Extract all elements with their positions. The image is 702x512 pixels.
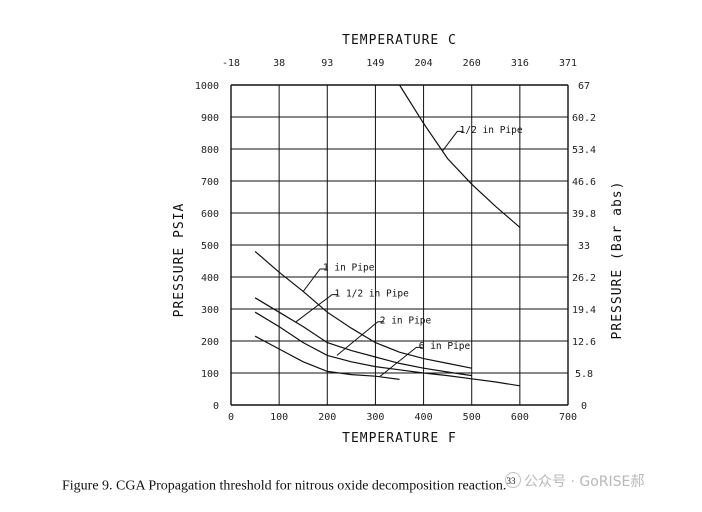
series-line-4 [254,311,520,387]
top-tick-label: 149 [366,58,384,69]
x-tick-label: 100 [270,412,288,423]
watermark: 公众号 · GoRISE郝 [505,471,644,491]
series-line-5 [254,335,400,380]
y-tick-label: 700 [201,177,219,188]
top-tick-label: 371 [559,58,577,69]
figure-caption: Figure 9. CGA Propagation threshold for … [62,476,515,495]
right-tick-label: 53.4 [572,145,596,156]
x-tick-label: 600 [511,412,529,423]
y-tick-label: 1000 [195,81,219,92]
right-tick-label: 33 [578,241,590,252]
annotation-leader [336,321,384,356]
y-tick-label: 400 [201,273,219,284]
right-tick-label: 46.6 [572,177,596,188]
right-tick-label: 19.4 [572,305,596,316]
right-tick-label: 67 [578,81,590,92]
x-tick-label: 300 [366,412,384,423]
right-tick-label: 60.2 [572,113,596,124]
annotation-leader [442,130,464,151]
series-line-1 [398,84,521,228]
annotation-label: 2 in Pipe [380,316,432,327]
x-tick-label: 400 [415,412,433,423]
y-tick-label: 600 [201,209,219,220]
series-line-3 [254,297,472,377]
caption-text: Figure 9. CGA Propagation threshold for … [62,478,507,494]
y-tick-label: 500 [201,241,219,252]
y-tick-label: 300 [201,305,219,316]
right-tick-label: 0 [581,401,587,412]
y-tick-label: 800 [201,145,219,156]
top-tick-label: 260 [463,58,481,69]
chart: 0 100 200 300 400 500 600 700 -18 38 93 149 204 260 31… [172,33,625,446]
top-tick-label: 204 [415,58,433,69]
x-tick-label: 200 [318,412,336,423]
annotation-leader [302,268,327,292]
y-tick-label: 900 [201,113,219,124]
annotation-leader [295,294,339,323]
x-tick-label: 700 [559,412,577,423]
right-tick-label: 12.6 [572,337,596,348]
right-axis-title: PRESSURE (Bar abs) [610,181,625,340]
y-axis-title: PRESSURE PSIA [172,203,187,318]
top-tick-label: 93 [321,58,333,69]
top-tick-label: -18 [222,58,240,69]
watermark-text: 公众号 · GoRISE郝 [524,474,645,490]
y-tick-label: 0 [213,401,219,412]
annotation-label: 6 in Pipe [419,341,471,352]
y-tick-label: 100 [201,369,219,380]
x-axis-title: TEMPERATURE F [342,431,457,446]
x-tick-label: 500 [463,412,481,423]
wechat-icon [505,472,521,488]
y-tick-label: 200 [201,337,219,348]
series-line-2 [254,250,472,369]
top-tick-label: 38 [273,58,285,69]
right-tick-label: 26.2 [572,273,596,284]
annotation-label: 1/2 in Pipe [460,125,523,136]
top-tick-label: 316 [511,58,529,69]
annotation-leader [379,346,423,377]
annotation-label: 1 in Pipe [323,263,375,274]
top-axis-title: TEMPERATURE C [342,33,457,48]
right-tick-label: 39.8 [572,209,596,220]
right-tick-label: 5.8 [575,369,593,380]
annotation-label: 1 1/2 in Pipe [335,288,410,299]
x-tick-label: 0 [228,412,234,423]
